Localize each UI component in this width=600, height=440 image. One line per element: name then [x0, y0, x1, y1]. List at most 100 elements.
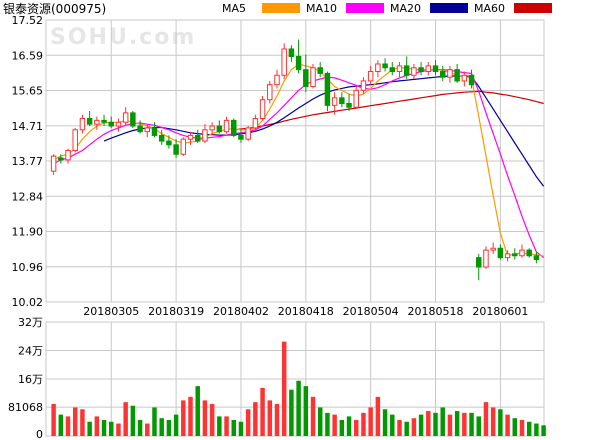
- candle-body: [252, 118, 259, 129]
- volume-grid: [45, 321, 545, 437]
- candle-body: [324, 72, 331, 106]
- candle-body: [108, 121, 114, 127]
- ma-line-ma20: [103, 75, 545, 187]
- candle-body: [115, 121, 122, 127]
- candle: [101, 114, 107, 127]
- candle-body: [223, 119, 230, 133]
- candle: [259, 95, 266, 121]
- volume-bar: [433, 412, 438, 436]
- candle: [396, 62, 403, 78]
- candle-body: [130, 112, 136, 127]
- volume-bar: [411, 418, 417, 436]
- candle: [122, 107, 129, 127]
- chart-title: 银泰资源(000975): [3, 2, 106, 16]
- volume-bar: [267, 400, 273, 436]
- candle: [50, 154, 57, 175]
- candle: [216, 120, 223, 134]
- price-tick-label: 16.59: [12, 49, 44, 62]
- candle-body: [231, 119, 237, 136]
- candle: [411, 63, 417, 80]
- volume-tick-label: 16万: [18, 373, 43, 386]
- candle: [382, 58, 388, 72]
- candle-body: [101, 119, 107, 123]
- volume-bar: [454, 411, 460, 436]
- date-tick-label: 20180504: [343, 305, 399, 318]
- candle: [151, 122, 158, 138]
- volume-bar: [166, 419, 172, 436]
- candle-body: [216, 125, 223, 133]
- volume-bar: [339, 419, 345, 436]
- candle: [194, 129, 201, 143]
- candle-body: [122, 112, 129, 123]
- volume-bar: [426, 411, 431, 436]
- candle: [483, 246, 489, 269]
- candle: [533, 251, 540, 264]
- candle: [130, 110, 136, 128]
- volume-bar: [440, 407, 445, 436]
- volume-bar: [173, 414, 179, 436]
- volume-bar: [498, 409, 503, 436]
- candle-body: [166, 140, 172, 146]
- candle: [202, 124, 208, 143]
- candle-body: [65, 149, 71, 161]
- volume-bar: [469, 412, 474, 436]
- volume-bar: [534, 423, 539, 436]
- price-y-axis: 17.52 16.59 15.65 14.71 13.77 12.84 11.90 10.96…: [12, 14, 44, 309]
- volume-bar: [418, 414, 424, 436]
- price-x-axis: 20180305 20180319 20180402 20180418 20180504…: [83, 305, 528, 318]
- volume-bar: [209, 403, 215, 436]
- candle-body: [533, 255, 540, 261]
- candle-body: [238, 134, 244, 140]
- date-tick-label: 20180418: [278, 305, 334, 318]
- volume-bars: [51, 341, 546, 436]
- candle: [346, 94, 352, 111]
- candle: [94, 116, 100, 130]
- candle: [158, 129, 165, 145]
- candle-body: [425, 65, 432, 73]
- candle: [447, 65, 453, 83]
- candle-body: [389, 67, 396, 73]
- candle: [180, 137, 187, 157]
- volume-bar: [130, 405, 136, 436]
- candle: [512, 248, 518, 260]
- ma-line-ma10: [53, 69, 544, 259]
- date-tick-label: 20180601: [472, 305, 528, 318]
- candle: [86, 110, 93, 127]
- candle-body: [187, 134, 194, 140]
- candle-body: [94, 119, 100, 125]
- volume-bar: [397, 419, 402, 436]
- legend-swatch-ma10: [346, 3, 384, 13]
- candle: [288, 45, 295, 63]
- candle: [72, 127, 78, 153]
- legend-label-ma60: MA60: [474, 2, 505, 15]
- volume-bar: [404, 421, 409, 436]
- volume-bar: [281, 341, 287, 436]
- date-tick-label: 20180402: [213, 305, 269, 318]
- candle: [317, 62, 323, 78]
- ma-line-ma5: [53, 63, 544, 257]
- candle: [339, 92, 345, 108]
- volume-bar: [296, 380, 301, 436]
- volume-bar: [332, 414, 337, 436]
- candle-body: [303, 69, 309, 88]
- candle: [252, 114, 259, 130]
- candle: [137, 120, 143, 134]
- price-tick-label: 17.52: [12, 14, 44, 27]
- volume-bar: [346, 416, 352, 436]
- volume-bar: [101, 419, 107, 436]
- candlesticks: [50, 39, 540, 281]
- candle-body: [418, 67, 424, 73]
- volume-bar: [303, 386, 309, 436]
- volume-bar: [94, 416, 100, 436]
- candle-body: [512, 253, 518, 257]
- legend-label-ma5: MA5: [222, 2, 246, 15]
- candle-body: [245, 127, 251, 140]
- candle-body: [158, 134, 165, 142]
- legend-swatch-ma20: [430, 3, 468, 13]
- candle-body: [504, 253, 511, 259]
- candle-body: [310, 67, 316, 88]
- candle: [65, 148, 71, 164]
- candle-body: [331, 97, 338, 106]
- price-tick-label: 13.77: [12, 155, 44, 168]
- candle: [231, 118, 237, 138]
